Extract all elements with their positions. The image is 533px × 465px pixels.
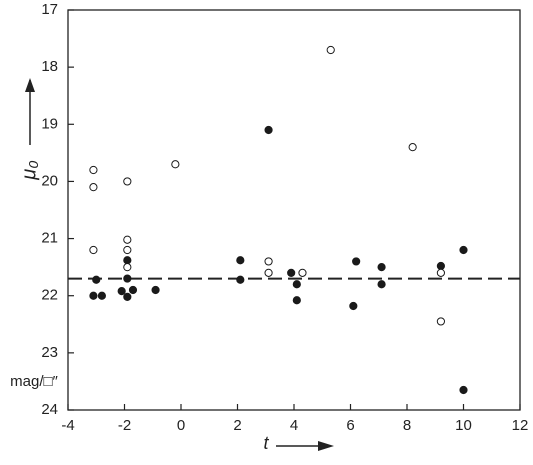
x-tick-label: -2 bbox=[118, 417, 131, 434]
x-tick-label: 8 bbox=[403, 417, 411, 434]
filled-point bbox=[292, 280, 301, 289]
filled-point bbox=[123, 274, 132, 283]
open-point bbox=[123, 263, 132, 272]
open-point bbox=[264, 257, 273, 266]
open-point bbox=[436, 317, 445, 326]
x-axis-label: t bbox=[263, 433, 269, 453]
open-point bbox=[326, 45, 335, 55]
open-point bbox=[89, 165, 98, 175]
x-tick-label: 6 bbox=[346, 417, 354, 434]
y-tick-label: 21 bbox=[41, 230, 58, 247]
y-tick-label: 17 bbox=[41, 1, 58, 18]
plot-frame bbox=[67, 9, 521, 411]
y-axis-label: μ₀ bbox=[18, 160, 40, 180]
filled-point bbox=[97, 291, 107, 300]
filled-point bbox=[352, 257, 361, 266]
filled-point bbox=[292, 296, 301, 305]
filled-point bbox=[236, 256, 245, 265]
filled-point bbox=[264, 125, 273, 135]
open-point bbox=[298, 268, 307, 277]
open-point bbox=[123, 235, 132, 244]
filled-point bbox=[459, 245, 468, 255]
filled-point bbox=[377, 263, 386, 272]
open-point bbox=[264, 268, 273, 277]
y-tick-label: 19 bbox=[41, 115, 58, 132]
x-tick-label: 12 bbox=[512, 417, 529, 434]
open-point bbox=[123, 177, 132, 186]
y-tick-label: 18 bbox=[41, 58, 58, 75]
filled-point bbox=[377, 280, 386, 289]
x-tick-label: 10 bbox=[455, 417, 472, 434]
x-tick-label: 2 bbox=[233, 417, 241, 434]
filled-point bbox=[128, 285, 138, 295]
x-axis-arrowhead bbox=[318, 441, 334, 451]
open-point bbox=[436, 268, 445, 277]
filled-point bbox=[236, 275, 245, 284]
open-point bbox=[171, 160, 180, 169]
unit-annotation: mag/□″ bbox=[10, 373, 58, 390]
y-axis-arrowhead bbox=[25, 78, 35, 92]
open-point bbox=[408, 143, 417, 152]
filled-point bbox=[349, 301, 358, 311]
filled-point bbox=[459, 385, 468, 395]
filled-point bbox=[117, 287, 126, 296]
open-point bbox=[123, 245, 132, 255]
filled-point bbox=[123, 256, 132, 265]
filled-point bbox=[92, 275, 101, 284]
filled-point bbox=[89, 291, 98, 300]
x-tick-label: 4 bbox=[290, 417, 298, 434]
x-tick-label: -4 bbox=[61, 417, 74, 434]
y-tick-label: 23 bbox=[41, 344, 58, 361]
y-tick-label: 24 bbox=[41, 401, 58, 418]
filled-point bbox=[287, 268, 296, 277]
filled-point bbox=[151, 285, 160, 295]
filled-point bbox=[436, 261, 445, 271]
filled-point bbox=[123, 292, 132, 301]
x-tick-label: 0 bbox=[177, 417, 185, 434]
open-point bbox=[89, 183, 98, 192]
y-tick-label: 20 bbox=[41, 172, 58, 189]
open-point bbox=[89, 245, 98, 255]
y-tick-label: 22 bbox=[41, 287, 58, 304]
